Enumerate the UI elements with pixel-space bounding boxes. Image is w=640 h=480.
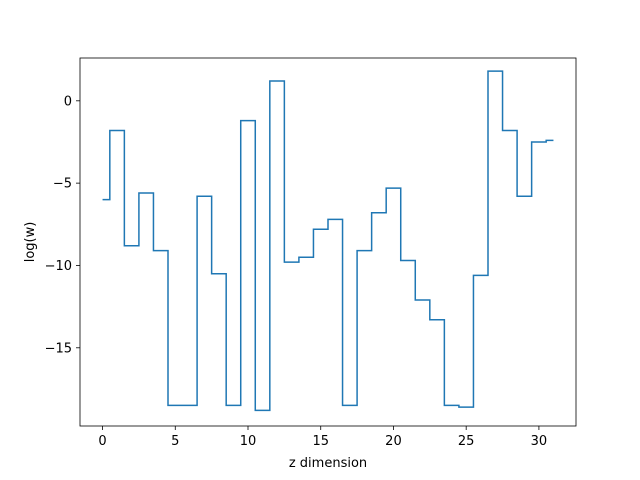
y-axis-ticks: −15 −10 −5 0 [45,94,80,356]
x-tick-label: 10 [240,434,257,449]
x-tick-label: 15 [312,434,329,449]
x-tick-label: 20 [385,434,402,449]
series-line [102,70,554,412]
y-tick-label: −10 [45,259,72,274]
x-tick-label: 25 [458,434,475,449]
y-tick-label: 0 [64,94,72,109]
axes-frame [79,57,577,427]
x-tick-label: 30 [531,434,548,449]
x-tick-label: 5 [171,434,179,449]
y-axis-label: log(w) [23,222,38,263]
x-axis-label: z dimension [289,456,367,471]
y-tick-label: −5 [53,177,72,192]
x-tick-label: 0 [98,434,106,449]
y-tick-label: −15 [45,341,72,356]
x-axis-ticks: 0 5 10 15 20 25 30 [98,426,547,449]
